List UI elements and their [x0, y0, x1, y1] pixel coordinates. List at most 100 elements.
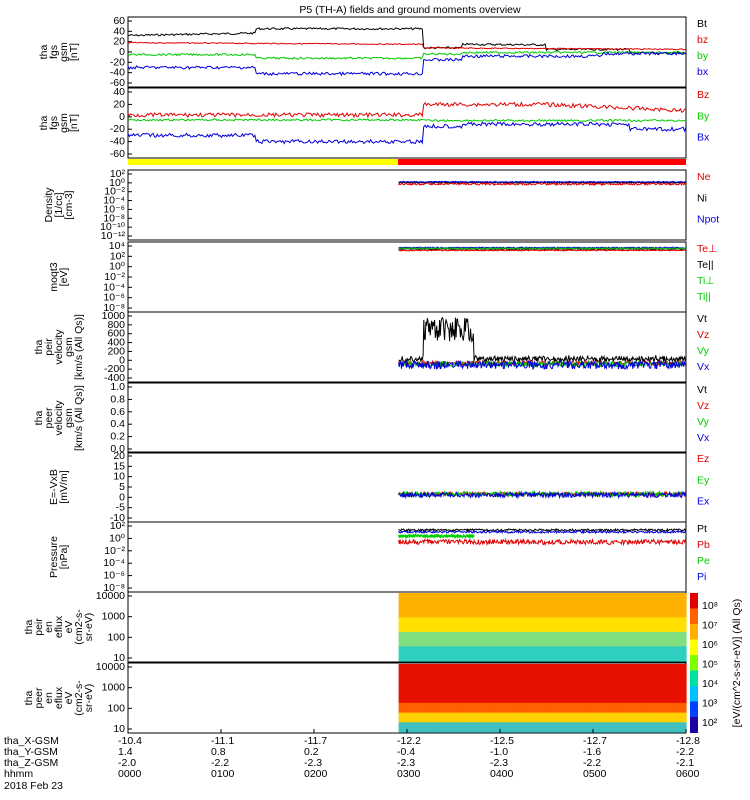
spectrogram-cell — [590, 631, 596, 638]
spectrogram-cell — [403, 636, 409, 643]
spectrogram-cell — [475, 631, 481, 638]
spectrogram-cell — [499, 617, 505, 623]
y-tick-label: 600 — [107, 328, 125, 340]
spectrogram-cell — [417, 707, 424, 714]
spectrogram-cell — [403, 622, 409, 628]
spectrogram-cell — [547, 631, 553, 638]
spectrogram-cell — [422, 712, 428, 719]
spectrogram-cell — [494, 597, 500, 604]
y-axis-label: eflux — [53, 615, 65, 638]
spectrogram-cell — [441, 722, 448, 728]
spectrogram-cell — [662, 698, 668, 704]
spectrogram-cell — [436, 636, 443, 643]
spectrogram-cell — [590, 722, 596, 728]
spectrogram-cell — [537, 651, 543, 657]
spectrogram-cell — [628, 636, 634, 643]
y-tick-label: 20 — [113, 98, 125, 110]
y-tick-label: 10⁴ — [109, 240, 125, 252]
spectrogram-cell — [460, 712, 467, 719]
spectrogram-cell — [599, 717, 606, 723]
spectrogram-cell — [604, 646, 610, 652]
spectrogram-cell — [618, 722, 625, 728]
spectrogram-cell — [413, 641, 419, 648]
panel-temperature: 10⁴10²10⁰10⁻²10⁻⁴10⁻⁶10⁻⁸moqt3[eV]Te⊥Te|… — [48, 240, 717, 314]
spectrogram-cell — [561, 673, 567, 680]
spectrogram-cell — [681, 641, 687, 648]
spectrogram-cell — [642, 673, 649, 680]
spectrogram-cell — [417, 727, 424, 733]
spectrogram-cell — [475, 668, 481, 675]
trace-by — [127, 50, 687, 60]
spectrogram-cell — [513, 646, 519, 652]
spectrogram-cell — [537, 612, 543, 618]
y-tick-label: 100 — [107, 702, 125, 714]
spectrogram-cell — [518, 668, 524, 675]
spectrogram-cell — [427, 673, 433, 680]
spectrogram-cell — [642, 693, 649, 699]
spectrogram-cell — [523, 651, 529, 657]
spectrogram-cell — [422, 656, 428, 662]
spectrogram-cell — [657, 698, 663, 704]
spectrogram-cell — [595, 707, 601, 714]
spectrogram-cell — [614, 717, 620, 723]
spectrogram-cell — [499, 627, 505, 633]
y-axis-label: eV — [63, 621, 75, 634]
spectrogram-cell — [618, 641, 625, 648]
y-axis-label: Density — [43, 187, 55, 223]
y-tick-label: -60 — [110, 148, 125, 160]
spectrogram-cell — [456, 702, 462, 709]
spectrogram-cell — [604, 617, 610, 623]
spectrogram-cell — [532, 612, 539, 618]
spectrogram-cell — [547, 693, 553, 699]
spectrogram-cell — [441, 607, 448, 614]
spectrogram-cell — [666, 631, 673, 638]
spectrogram-cell — [489, 688, 495, 694]
spectrogram-cell — [575, 593, 582, 599]
spectrogram-cell — [571, 602, 577, 609]
spectrogram-cell — [599, 673, 606, 680]
spectrogram-cell — [398, 712, 404, 719]
spectrogram-cell — [403, 683, 409, 689]
spectrogram-cell — [475, 641, 481, 648]
spectrogram-cell — [446, 627, 452, 633]
spectrogram-cell — [671, 664, 677, 670]
spectrogram-cell — [465, 627, 472, 633]
spectrogram-cell — [446, 698, 452, 704]
spectrogram-cell — [403, 597, 409, 604]
legend-entry: bz — [697, 34, 708, 46]
spectrogram-cell — [499, 717, 505, 723]
spectrogram-cell — [547, 702, 553, 709]
y-axis-label: [1/cc] — [53, 192, 65, 217]
spectrogram-cell — [537, 688, 543, 694]
spectrogram-cell — [465, 597, 472, 604]
spectrogram-cell — [484, 622, 491, 628]
spectrogram-cell — [642, 683, 649, 689]
spectrogram-cell — [513, 678, 519, 685]
spectrogram-cell — [413, 636, 419, 643]
spectrogram-cell — [657, 683, 663, 689]
spectrogram-cell — [547, 698, 553, 704]
spectrogram-cell — [623, 641, 630, 648]
spectrogram-cell — [604, 651, 610, 657]
spectrogram-cell — [460, 717, 467, 723]
spectrogram-cell — [609, 664, 615, 670]
spectrogram-cell — [456, 631, 462, 638]
spectrogram-cell — [460, 612, 467, 618]
spectrogram-cell — [427, 702, 433, 709]
axis-row-value: 0400 — [490, 768, 514, 780]
spectrogram-cell — [432, 693, 438, 699]
spectrogram-cell — [566, 617, 572, 623]
colorbar-tick-label: 10⁶ — [702, 639, 718, 651]
spectrogram-cell — [460, 668, 467, 675]
spectrogram-cell — [604, 612, 610, 618]
spectrogram-cell — [652, 627, 658, 633]
y-tick-label: 10² — [110, 250, 126, 262]
legend-entry: by — [697, 50, 709, 62]
spectrogram-cell — [523, 664, 529, 670]
spectrogram-cell — [618, 617, 625, 623]
spectrogram-cell — [614, 688, 620, 694]
spectrogram-cell — [609, 627, 615, 633]
spectrogram-cell — [408, 646, 414, 652]
